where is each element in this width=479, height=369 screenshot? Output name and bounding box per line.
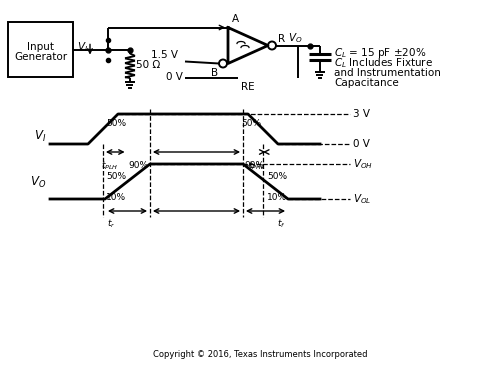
Text: $V_I$: $V_I$ xyxy=(77,41,88,54)
Text: 0 V: 0 V xyxy=(353,139,370,149)
Text: Copyright © 2016, Texas Instruments Incorporated: Copyright © 2016, Texas Instruments Inco… xyxy=(153,350,367,359)
Text: $V_O$: $V_O$ xyxy=(30,175,46,190)
Text: 50%: 50% xyxy=(106,172,126,181)
Text: B: B xyxy=(211,69,218,79)
Text: R: R xyxy=(278,34,285,45)
Text: $t_r$: $t_r$ xyxy=(107,218,115,231)
Text: and Instrumentation: and Instrumentation xyxy=(334,69,441,79)
Text: 0 V: 0 V xyxy=(166,72,183,82)
Text: $C_L$ Includes Fixture: $C_L$ Includes Fixture xyxy=(334,56,433,70)
Text: Input: Input xyxy=(27,41,54,52)
Text: $t_{PHL}$: $t_{PHL}$ xyxy=(248,159,265,172)
Text: 10%: 10% xyxy=(106,193,126,202)
Text: 1.5 V: 1.5 V xyxy=(151,51,178,61)
Text: $V_{OH}$: $V_{OH}$ xyxy=(353,157,373,171)
Text: $C_L$ = 15 pF ±20%: $C_L$ = 15 pF ±20% xyxy=(334,45,426,59)
Text: $V_O$: $V_O$ xyxy=(288,32,303,45)
Text: 90%: 90% xyxy=(244,161,264,170)
Text: $V_I$: $V_I$ xyxy=(34,128,46,144)
Text: 10%: 10% xyxy=(267,193,287,202)
Text: $t_f$: $t_f$ xyxy=(277,218,286,231)
Text: $t_{PLH}$: $t_{PLH}$ xyxy=(101,159,118,172)
Text: Capacitance: Capacitance xyxy=(334,79,399,89)
Text: A: A xyxy=(232,14,239,24)
Text: 3 V: 3 V xyxy=(353,109,370,119)
Text: Generator: Generator xyxy=(14,52,67,62)
Bar xyxy=(8,22,73,77)
Text: $V_{OL}$: $V_{OL}$ xyxy=(353,192,371,206)
Text: RE: RE xyxy=(241,83,255,93)
Text: 50%: 50% xyxy=(241,120,261,128)
Text: 90%: 90% xyxy=(129,161,149,170)
Text: 50 Ω: 50 Ω xyxy=(136,61,160,70)
Text: 50%: 50% xyxy=(267,172,287,181)
Text: 50%: 50% xyxy=(106,120,126,128)
